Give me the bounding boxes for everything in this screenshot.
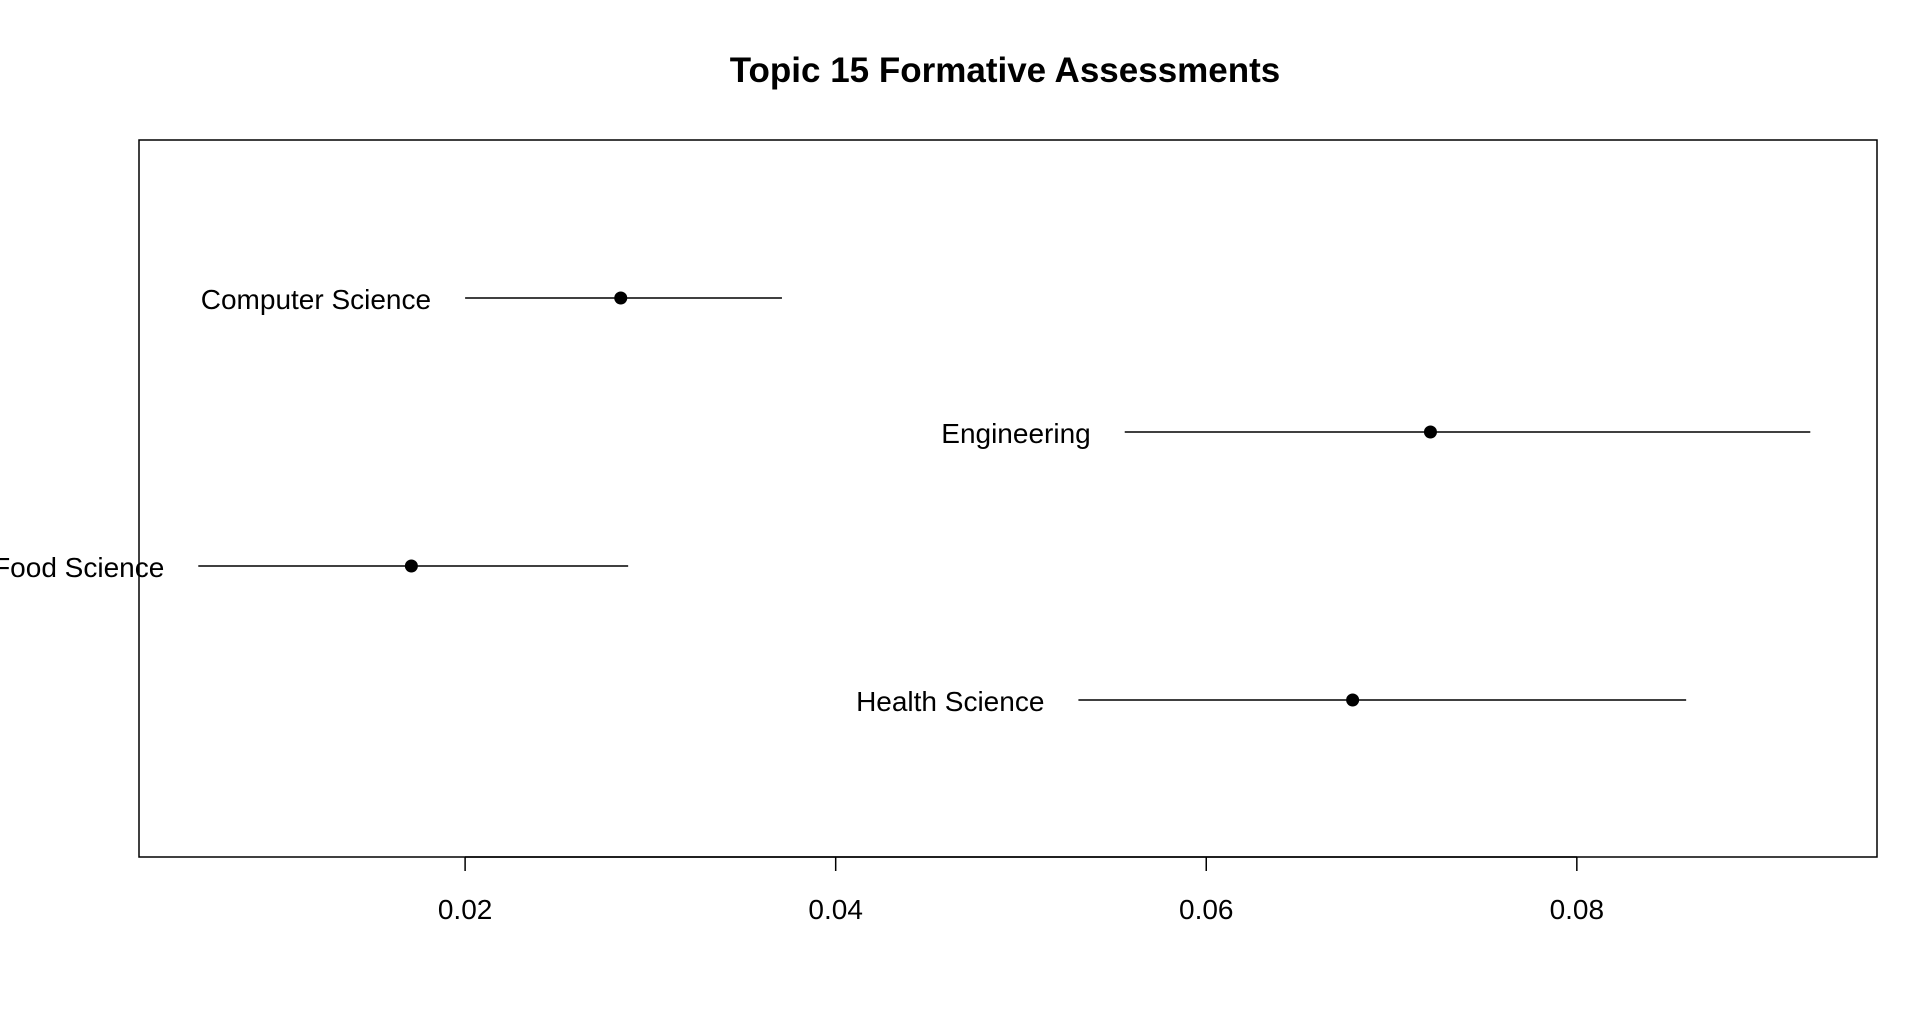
estimate-point bbox=[1346, 693, 1360, 707]
x-tick-label: 0.08 bbox=[1550, 894, 1605, 925]
x-tick-label: 0.04 bbox=[808, 894, 863, 925]
estimate-point bbox=[614, 291, 628, 305]
point-label: Engineering bbox=[941, 418, 1090, 449]
chart-marks: Computer Science Engineering Food Science H… bbox=[0, 284, 1811, 717]
plot-frame bbox=[138, 139, 1878, 858]
chart-title: Topic 15 Formative Assessments bbox=[730, 51, 1281, 90]
point-label: Food Science bbox=[0, 552, 164, 583]
point-label: Health Science bbox=[856, 686, 1044, 717]
estimate-point bbox=[1423, 425, 1437, 439]
x-tick-label: 0.02 bbox=[438, 894, 493, 925]
point-label: Computer Science bbox=[201, 284, 431, 315]
estimate-point bbox=[404, 559, 418, 573]
x-tick-label: 0.06 bbox=[1179, 894, 1234, 925]
x-axis: 0.02 0.04 0.06 0.08 bbox=[438, 856, 1605, 925]
